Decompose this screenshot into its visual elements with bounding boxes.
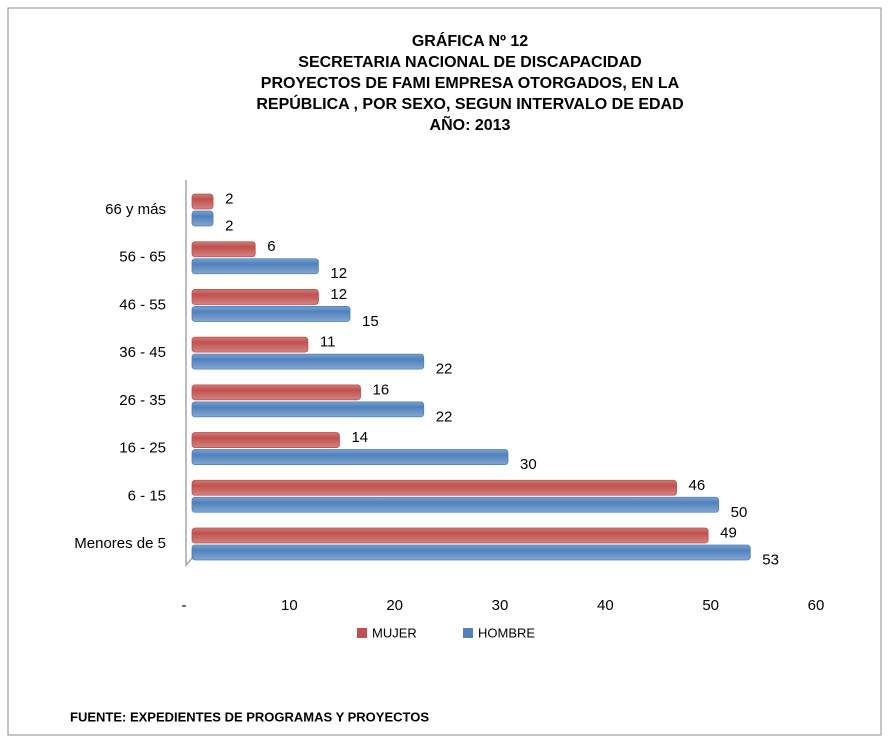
legend-swatch (357, 628, 367, 638)
chart-title: GRÁFICA Nº 12 (412, 31, 528, 50)
y-tick-label: 46 - 55 (119, 296, 166, 313)
bar (191, 336, 309, 353)
data-label: 53 (762, 551, 779, 568)
bar (191, 241, 256, 258)
data-label: 22 (436, 361, 453, 378)
data-label: 11 (320, 334, 336, 351)
data-label: 15 (362, 313, 379, 330)
chart-frame (7, 7, 882, 736)
legend-label: HOMBRE (478, 625, 535, 640)
x-tick-label: - (182, 597, 187, 614)
data-label: 30 (520, 456, 537, 473)
bar (191, 401, 425, 418)
x-tick-label: 40 (597, 597, 614, 614)
source-note: FUENTE: EXPEDIENTES DE PROGRAMAS Y PROYE… (70, 709, 429, 724)
bar (191, 449, 509, 465)
y-tick-label: 6 - 15 (128, 487, 166, 504)
bar (191, 527, 709, 544)
chart-title: AÑO: 2013 (430, 114, 511, 134)
data-label: 46 (689, 477, 706, 494)
x-tick-label: 50 (702, 597, 719, 614)
y-tick-label: 66 y más (105, 201, 166, 218)
chart-title: PROYECTOS DE FAMI EMPRESA OTORGADOS, EN … (261, 75, 680, 92)
x-tick-label: 30 (492, 597, 509, 614)
bar (191, 289, 319, 305)
chart-title: REPÚBLICA , POR SEXO, SEGUN INTERVALO DE… (256, 94, 683, 113)
data-label: 2 (225, 217, 233, 234)
y-tick-label: 26 - 35 (119, 392, 166, 409)
bar (191, 479, 677, 496)
bar (191, 353, 425, 370)
y-tick-label: 56 - 65 (119, 249, 166, 266)
x-tick-label: 60 (808, 597, 825, 614)
legend-label: MUJER (372, 625, 417, 640)
y-tick-label: Menores de 5 (74, 535, 166, 552)
bar (191, 496, 720, 513)
data-label: 12 (330, 265, 347, 282)
y-tick-label: 36 - 45 (119, 344, 166, 361)
data-label: 14 (351, 429, 368, 446)
chart-title: SECRETARIA NACIONAL DE DISCAPACIDAD (298, 54, 641, 71)
data-label: 2 (225, 190, 233, 207)
bar (191, 193, 214, 210)
data-label: 50 (731, 504, 748, 521)
bar (191, 258, 319, 275)
data-label: 22 (436, 408, 453, 425)
data-label: 6 (267, 238, 275, 255)
bar (191, 210, 214, 227)
data-label: 49 (720, 524, 737, 541)
axis-wall (185, 180, 195, 567)
data-label: 16 (373, 381, 390, 398)
x-tick-label: 10 (281, 597, 298, 614)
x-tick-label: 20 (386, 597, 403, 614)
legend-swatch (463, 628, 473, 638)
bar (191, 306, 351, 322)
data-label: 12 (330, 286, 347, 303)
bar (191, 544, 751, 561)
y-tick-label: 16 - 25 (119, 440, 166, 457)
bar (191, 384, 361, 401)
bar (191, 432, 340, 448)
